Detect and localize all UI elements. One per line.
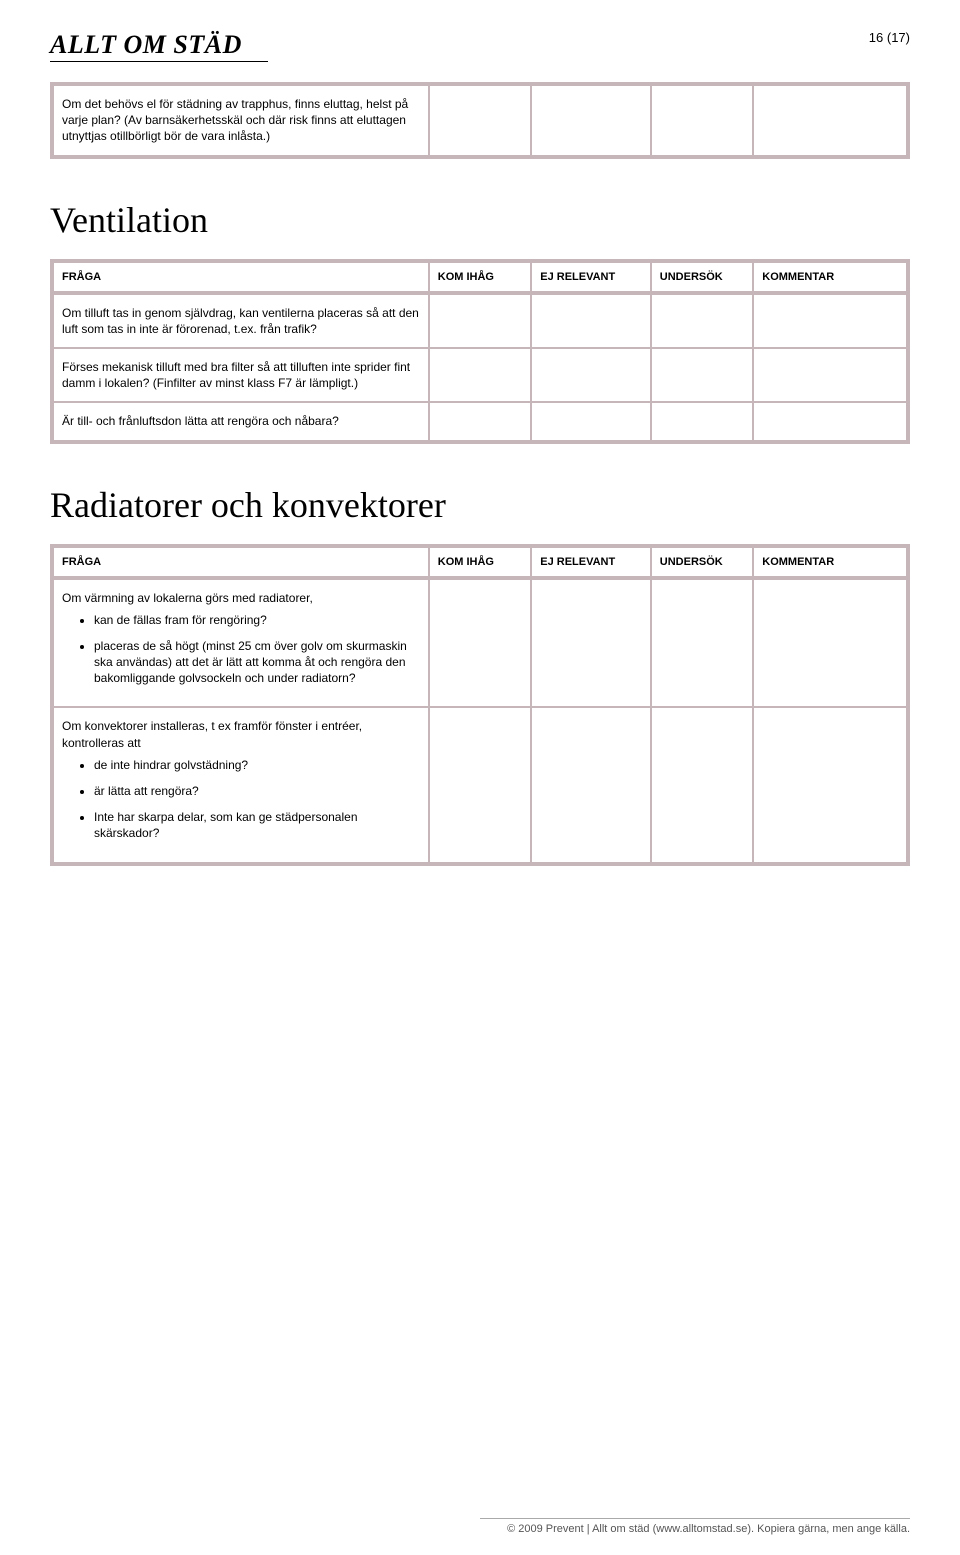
col-kommentar xyxy=(753,707,907,862)
table-row: Om värmning av lokalerna görs med radiat… xyxy=(53,579,907,708)
col-komihag xyxy=(429,707,531,862)
question-cell: Om det behövs el för städning av trapphu… xyxy=(53,85,429,156)
col-header-ejrelevant: EJ RELEVANT xyxy=(531,547,651,579)
col-komihag xyxy=(429,402,531,440)
col-header-undersok: UNDERSÖK xyxy=(651,262,753,294)
section-title-ventilation: Ventilation xyxy=(50,199,910,241)
col-header-fraga: FRÅGA xyxy=(53,262,429,294)
list-item: de inte hindrar golvstädning? xyxy=(94,757,420,773)
col-komihag xyxy=(429,348,531,402)
col-kommentar xyxy=(753,579,907,708)
question-lead: Om konvektorer installeras, t ex framför… xyxy=(62,718,420,750)
list-item: placeras de så högt (minst 25 cm över go… xyxy=(94,638,420,687)
col-kommentar xyxy=(753,348,907,402)
list-item: Inte har skarpa delar, som kan ge städpe… xyxy=(94,809,420,841)
table-row: Om konvektorer installeras, t ex framför… xyxy=(53,707,907,862)
bullet-list: de inte hindrar golvstädning? är lätta a… xyxy=(62,757,420,842)
col-ejrelevant xyxy=(531,579,651,708)
col-kommentar xyxy=(753,294,907,348)
question-lead: Om värmning av lokalerna görs med radiat… xyxy=(62,590,420,606)
col-undersok xyxy=(651,707,753,862)
radiator-table: FRÅGA KOM IHÅG EJ RELEVANT UNDERSÖK KOMM… xyxy=(50,544,910,866)
question-cell: Förses mekanisk tilluft med bra filter s… xyxy=(53,348,429,402)
list-item: är lätta att rengöra? xyxy=(94,783,420,799)
col-ejrelevant xyxy=(531,294,651,348)
question-cell: Om tilluft tas in genom självdrag, kan v… xyxy=(53,294,429,348)
col-kommentar xyxy=(753,402,907,440)
col-ejrelevant xyxy=(531,348,651,402)
col-undersok xyxy=(651,402,753,440)
col-header-komihag: KOM IHÅG xyxy=(429,262,531,294)
col-komihag xyxy=(429,579,531,708)
table-row: Förses mekanisk tilluft med bra filter s… xyxy=(53,348,907,402)
col-header-kommentar: KOMMENTAR xyxy=(753,547,907,579)
col-ejrelevant xyxy=(531,707,651,862)
col-komihag xyxy=(429,294,531,348)
col-undersok xyxy=(651,348,753,402)
col-header-undersok: UNDERSÖK xyxy=(651,547,753,579)
list-item: kan de fällas fram för rengöring? xyxy=(94,612,420,628)
col-kommentar xyxy=(753,85,907,156)
page-footer: © 2009 Prevent | Allt om städ (www.allto… xyxy=(480,1518,910,1535)
table-row: Om det behövs el för städning av trapphu… xyxy=(53,85,907,156)
col-komihag xyxy=(429,85,531,156)
logo-block: ALLT OM STÄD xyxy=(50,30,268,62)
top-continuation-table: Om det behövs el för städning av trapphu… xyxy=(50,82,910,159)
table-row: Om tilluft tas in genom självdrag, kan v… xyxy=(53,294,907,348)
question-cell: Är till- och frånluftsdon lätta att reng… xyxy=(53,402,429,440)
col-ejrelevant xyxy=(531,402,651,440)
section-title-radiator: Radiatorer och konvektorer xyxy=(50,484,910,526)
col-ejrelevant xyxy=(531,85,651,156)
bullet-list: kan de fällas fram för rengöring? placer… xyxy=(62,612,420,687)
question-text: Förses mekanisk tilluft med bra filter s… xyxy=(62,360,410,390)
page-number: 16 (17) xyxy=(869,30,910,45)
question-cell: Om värmning av lokalerna görs med radiat… xyxy=(53,579,429,708)
table-row: Är till- och frånluftsdon lätta att reng… xyxy=(53,402,907,440)
page-header: ALLT OM STÄD 16 (17) xyxy=(50,30,910,62)
table-header-row: FRÅGA KOM IHÅG EJ RELEVANT UNDERSÖK KOMM… xyxy=(53,547,907,579)
col-header-kommentar: KOMMENTAR xyxy=(753,262,907,294)
col-header-fraga: FRÅGA xyxy=(53,547,429,579)
question-cell: Om konvektorer installeras, t ex framför… xyxy=(53,707,429,862)
col-undersok xyxy=(651,579,753,708)
table-header-row: FRÅGA KOM IHÅG EJ RELEVANT UNDERSÖK KOMM… xyxy=(53,262,907,294)
col-header-ejrelevant: EJ RELEVANT xyxy=(531,262,651,294)
logo-text: ALLT OM STÄD xyxy=(50,30,268,60)
logo-underline xyxy=(50,61,268,62)
col-undersok xyxy=(651,85,753,156)
col-undersok xyxy=(651,294,753,348)
ventilation-table: FRÅGA KOM IHÅG EJ RELEVANT UNDERSÖK KOMM… xyxy=(50,259,910,444)
col-header-komihag: KOM IHÅG xyxy=(429,547,531,579)
